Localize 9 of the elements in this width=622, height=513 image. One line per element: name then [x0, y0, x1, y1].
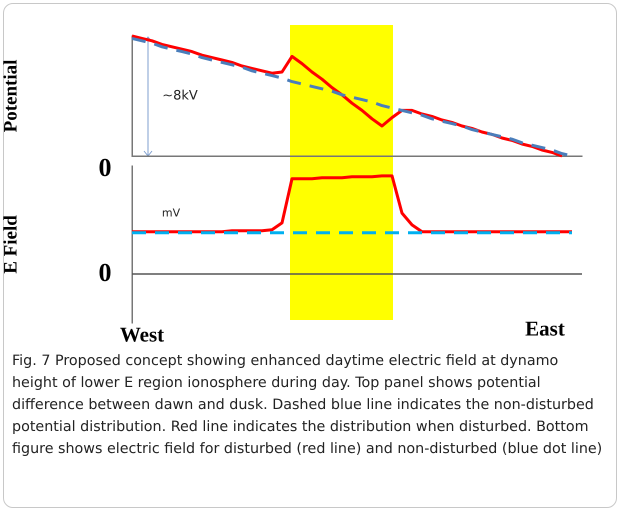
annotation: ~8kV: [162, 88, 198, 104]
text: East: [525, 316, 565, 342]
caption: Fig. 7 Proposed concept showing enhanced daytime electric field at dynamo height of lower E region ionosphere during day. Top panel shows potential difference between dawn and dusk. Dashed blue line indicates the non-disturbed potential distribution. Red line indicates the distribution when disturbed. Bottom figure shows electric field for disturbed (red line) and non-disturbed (blue dot line): [12, 352, 604, 459]
annotation: mV: [162, 206, 180, 220]
y-axis-title: Potential: [0, 60, 22, 132]
text: 0: [98, 153, 112, 183]
text: West: [120, 322, 164, 348]
y-axis-title: E Field: [0, 214, 22, 274]
text: 0: [98, 258, 112, 288]
